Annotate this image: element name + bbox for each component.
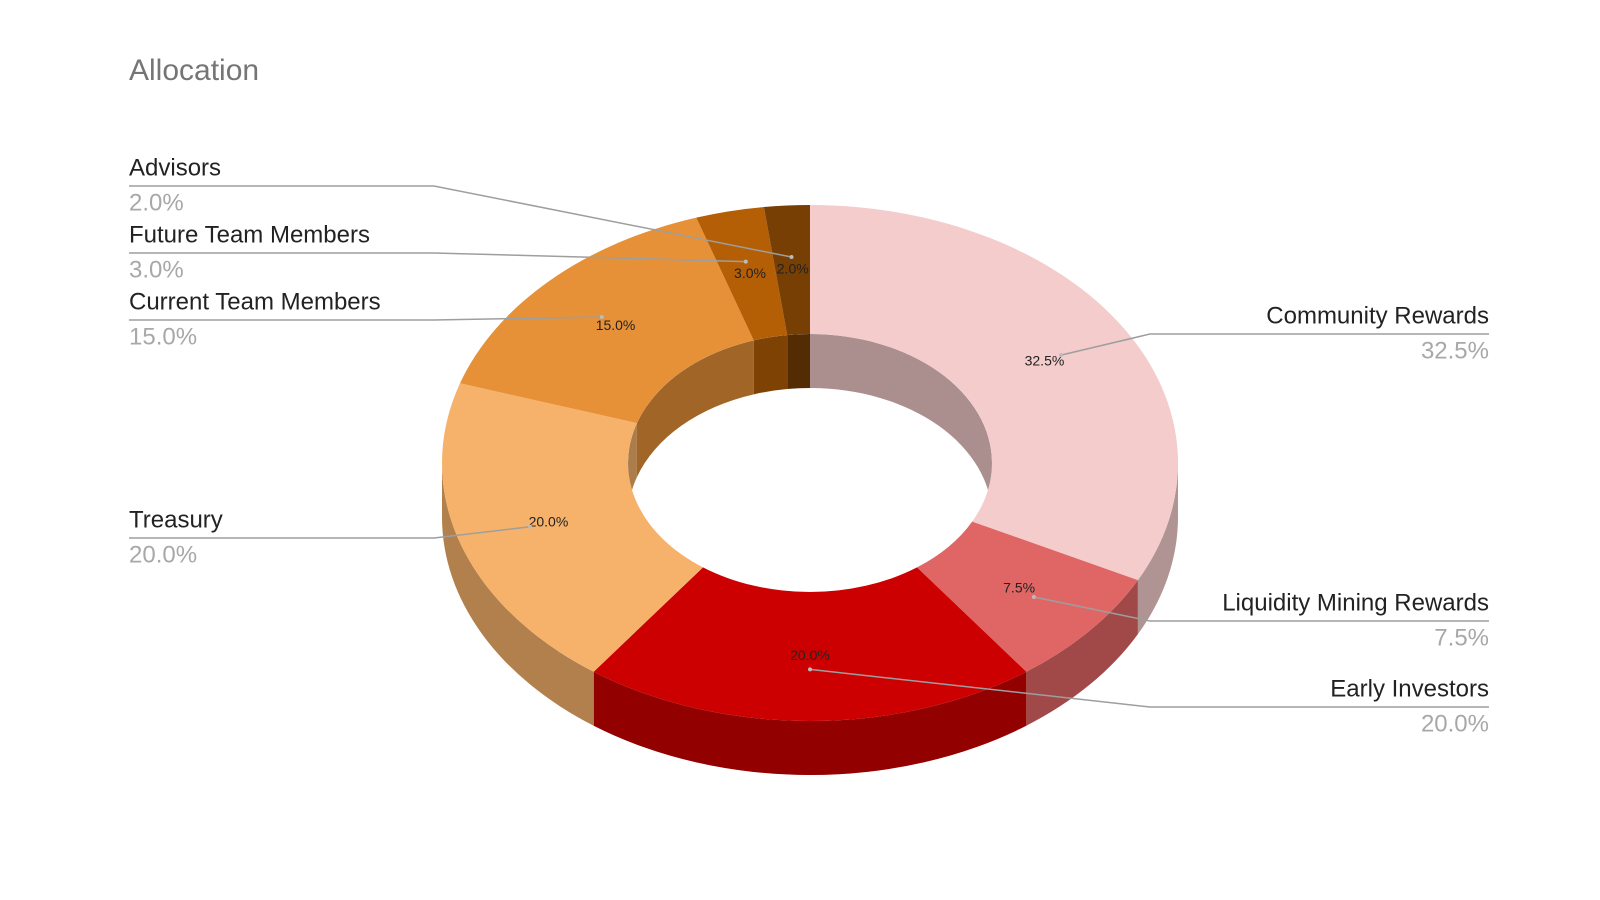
leader-line	[1060, 333, 1489, 356]
slice	[460, 217, 754, 424]
leader-dot	[1059, 353, 1064, 358]
labels: 32.5% 7.5% 20.0% 20.0% 15.0% 3.0% 2.0%	[529, 261, 1065, 664]
leader-dot	[789, 255, 794, 260]
leader-line	[1033, 596, 1489, 622]
legend-label: Current Team Members	[129, 288, 381, 315]
legend-label: Future Team Members	[129, 221, 370, 248]
inner-walls	[628, 334, 992, 517]
legend-label: Community Rewards	[1266, 302, 1489, 329]
slice-label: 32.5%	[1025, 353, 1065, 369]
legend-value: 20.0%	[129, 541, 197, 568]
leader-dot	[743, 259, 748, 264]
slice-label: 3.0%	[734, 265, 766, 281]
slice-inner-wall	[753, 335, 788, 395]
leader-line	[129, 316, 602, 321]
slice-inner-wall	[636, 340, 754, 478]
leader-line	[129, 185, 792, 258]
legend-label: Advisors	[129, 154, 221, 181]
legend-value: 3.0%	[129, 256, 184, 283]
slice-inner-wall	[810, 334, 992, 517]
legend-value: 7.5%	[1434, 624, 1489, 651]
outer-walls	[442, 463, 1178, 775]
legend-value: 20.0%	[1421, 710, 1489, 737]
slice	[696, 207, 788, 341]
slice-side	[1026, 580, 1138, 726]
slice-label: 20.0%	[790, 647, 830, 663]
slice-side	[1137, 463, 1178, 635]
slice-label: 7.5%	[1003, 579, 1035, 595]
slice-side	[442, 463, 594, 726]
leader-dot	[1031, 595, 1036, 600]
slice	[916, 521, 1138, 672]
legend-value: 2.0%	[129, 189, 184, 216]
slice	[442, 383, 704, 672]
slice-label: 15.0%	[596, 317, 636, 333]
legend-label: Treasury	[129, 506, 223, 533]
leader-dot	[528, 524, 533, 529]
legend-label: Early Investors	[1330, 675, 1489, 702]
slice-side	[593, 671, 1027, 775]
leader-line	[129, 526, 531, 539]
slice-inner-wall	[787, 334, 810, 390]
leader-dot	[599, 315, 604, 320]
legend-label: Liquidity Mining Rewards	[1222, 589, 1489, 616]
legend-value: 15.0%	[129, 323, 197, 350]
top-faces	[442, 205, 1178, 721]
slice-label: 20.0%	[529, 513, 569, 529]
leader-dot	[808, 667, 812, 672]
slice	[810, 205, 1178, 581]
chart-title: Allocation	[129, 54, 259, 87]
slice	[593, 567, 1027, 721]
slice-label: 2.0%	[777, 261, 809, 277]
leader-line	[809, 668, 1489, 708]
slice	[763, 205, 810, 336]
leader-line	[129, 252, 746, 263]
legend-value: 32.5%	[1421, 337, 1489, 364]
